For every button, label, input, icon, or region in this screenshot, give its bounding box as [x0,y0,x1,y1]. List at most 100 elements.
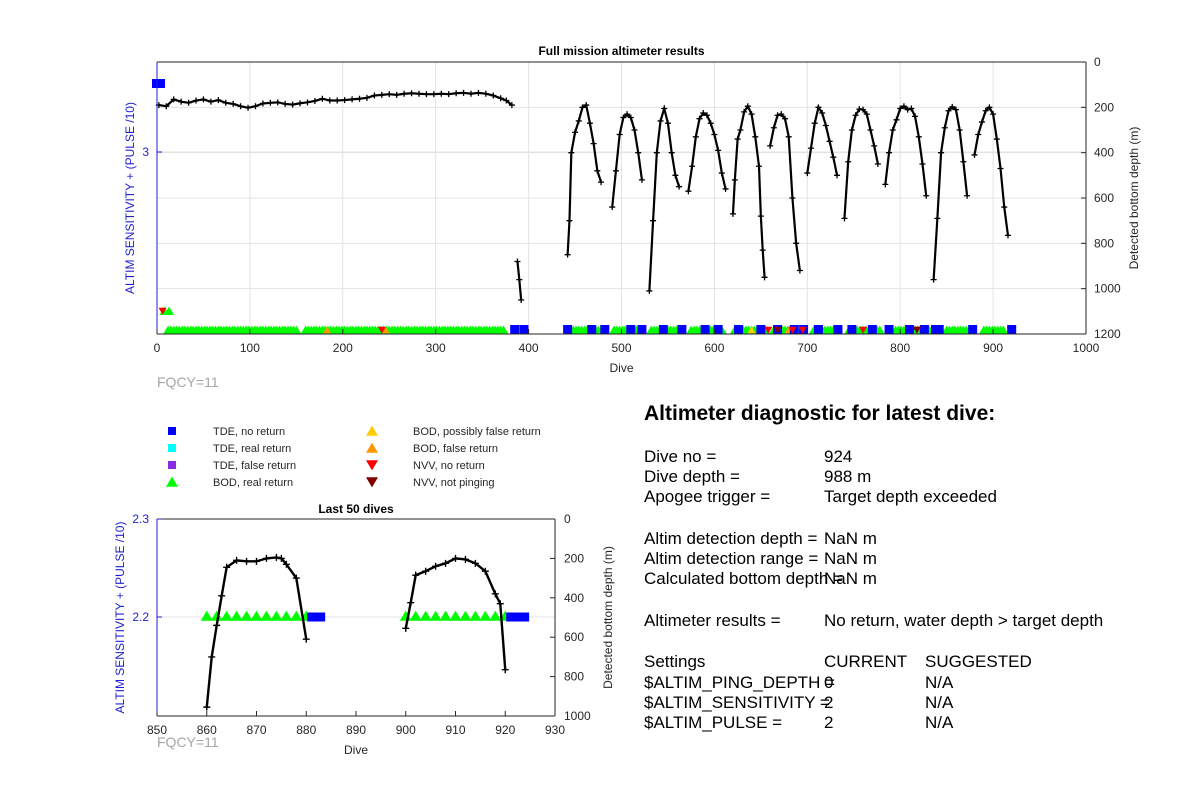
top-depth-point [661,105,668,112]
bottom-y-right-tick-label: 600 [564,630,584,644]
legend-marker-triangle-up [366,442,378,453]
bottom-tde-no-return-marker [511,612,520,622]
top-depth-point [631,127,638,133]
top-depth-point [514,258,521,265]
bottom-y-right-axis-label: Detected bottom depth (m) [601,546,615,689]
top-depth-point [938,149,945,156]
top-depth-point [326,97,333,104]
top-tde-no-return-marker [884,325,894,334]
bottom-fqcy-annotation: FQCY=11 [157,734,219,750]
setting-pulse-suggested: N/A [925,713,954,732]
bottom-bod-real-return-marker [200,610,213,621]
top-depth-point [453,90,460,97]
top-depth-point [319,95,326,102]
top-depth-point [945,107,952,114]
top-depth-point [423,91,430,98]
top-tde-no-return-marker [904,325,914,334]
top-depth-point [782,115,789,122]
top-bod-real-return-marker [291,325,302,334]
top-depth-point [334,97,341,104]
top-depth-point [616,131,623,138]
top-depth-point [949,103,956,110]
top-depth-point [819,110,826,116]
top-depth-point [793,240,800,247]
top-x-tick-label: 200 [333,341,353,355]
bottom-depth-point [213,621,221,629]
top-depth-point [978,119,985,126]
top-y-right-tick-label: 600 [1094,191,1114,205]
top-depth-point [590,140,597,147]
legend-entry-label: TDE, real return [213,443,291,455]
bottom-bod-real-return-marker [230,610,243,621]
top-depth-point [378,91,385,98]
top-nvv-not-pinging-marker [912,326,921,334]
top-depth-point [689,163,696,170]
setting-sensitivity-current: 2 [824,693,834,712]
bottom-depth-point [422,567,430,575]
top-tde-no-return-marker [587,325,597,334]
top-tde-no-return-marker [510,325,520,334]
top-depth-point [685,188,692,195]
top-x-tick-label: 700 [797,341,817,355]
top-tde-no-return-marker [756,325,766,334]
diag-label-bottom-depth: Calculated bottom depth = [644,569,843,588]
top-depth-point [964,192,971,199]
top-depth-point [415,90,422,97]
top-depth-point [990,111,997,118]
legend-entry-label: BOD, false return [413,443,498,455]
top-tde-no-return-marker [867,325,877,334]
top-depth-point [386,91,393,98]
top-depth-point [518,297,525,303]
top-tde-no-return-marker [713,325,723,334]
top-depth-point [761,274,768,281]
bottom-depth-point [302,635,310,643]
top-depth-point [915,133,922,140]
bottom-tde-no-return-marker [506,612,515,622]
bottom-depth-point [412,571,420,579]
top-x-tick-label: 0 [154,341,161,355]
top-x-tick-label: 100 [240,341,260,355]
bottom-bod-real-return-marker [210,610,223,621]
top-x-tick-label: 1000 [1073,341,1100,355]
top-depth-point [638,176,645,183]
setting-sensitivity-suggested: N/A [925,693,954,712]
diag-label-dive-no: Dive no = [644,447,717,466]
top-y-right-tick-label: 800 [1094,236,1114,250]
top-depth-point [178,98,185,105]
bottom-bod-real-return-marker [419,610,432,621]
bottom-bod-real-return-marker [439,610,452,621]
bottom-depth-point [432,562,440,570]
bottom-bod-real-return-marker [240,610,253,621]
settings-header-suggested: SUGGESTED [925,652,1032,671]
top-x-tick-label: 500 [611,341,631,355]
top-depth-point [445,91,452,98]
bottom-tde-no-return-marker [312,612,321,622]
bottom-x-tick-label: 890 [346,723,366,737]
bottom-depth-point [243,557,251,565]
bottom-bod-real-return-marker [469,610,482,621]
diag-label-dive-depth: Dive depth = [644,467,740,486]
diag-value-detection-range: NaN m [824,549,877,568]
diag-value-detection-depth: NaN m [824,529,877,548]
top-depth-point [245,104,252,111]
top-depth-point [185,99,192,106]
top-tde-no-return-marker [600,325,610,334]
top-depth-point [566,217,573,224]
bottom-bod-real-return-marker [429,610,442,621]
top-depth-point [744,103,751,110]
top-nvv-no-return-marker [859,326,868,334]
top-y-right-tick-label: 1000 [1094,282,1121,296]
top-depth-point [612,167,619,174]
top-depth-point [960,158,967,165]
top-depth-point [748,111,755,118]
top-tde-no-return-marker [1007,325,1017,334]
top-fqcy-annotation: FQCY=11 [157,374,219,390]
top-depth-point [785,133,792,140]
bottom-depth-point [461,555,469,563]
top-depth-point [852,112,859,119]
bottom-x-tick-label: 920 [495,723,515,737]
bottom-depth-point [277,554,285,562]
legend-entry-label: BOD, possibly false return [413,426,541,438]
top-depth-point [568,149,575,156]
bottom-tde-no-return-marker [317,612,326,622]
